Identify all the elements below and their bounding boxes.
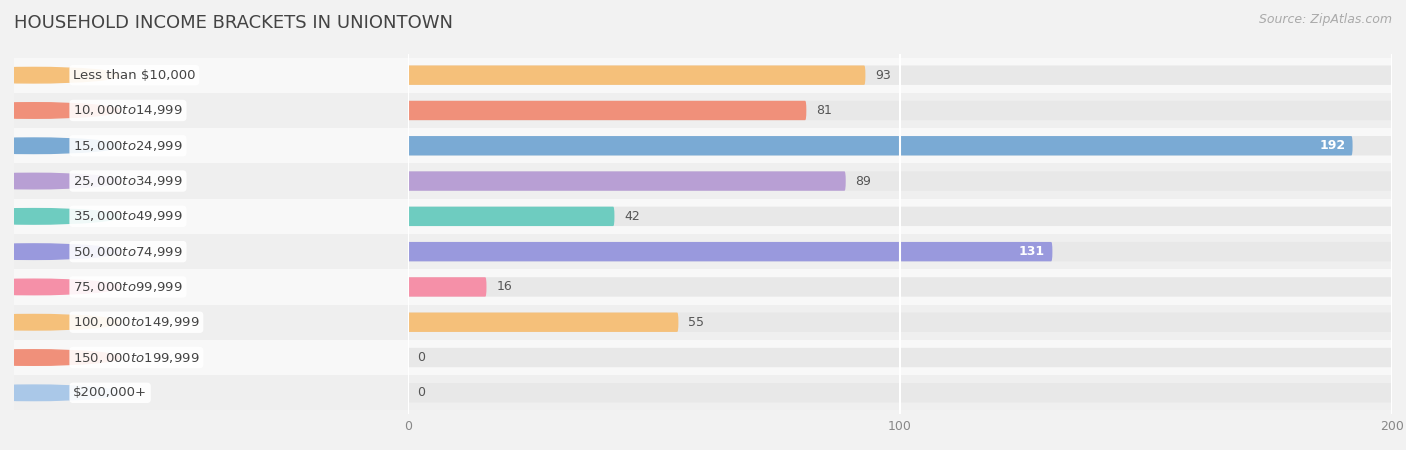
Bar [14,269,408,305]
Bar [408,234,1392,269]
FancyBboxPatch shape [408,207,614,226]
Text: $10,000 to $14,999: $10,000 to $14,999 [73,104,183,117]
Circle shape [0,173,121,189]
Bar [14,375,408,410]
Text: $100,000 to $149,999: $100,000 to $149,999 [73,315,200,329]
FancyBboxPatch shape [408,277,486,297]
Bar [14,305,408,340]
FancyBboxPatch shape [408,383,1392,403]
Text: 55: 55 [689,316,704,329]
Text: $15,000 to $24,999: $15,000 to $24,999 [73,139,183,153]
FancyBboxPatch shape [408,171,1392,191]
FancyBboxPatch shape [408,242,1392,261]
Circle shape [0,279,121,295]
Circle shape [0,209,121,224]
Text: 131: 131 [1019,245,1045,258]
Bar [408,93,1392,128]
Text: HOUSEHOLD INCOME BRACKETS IN UNIONTOWN: HOUSEHOLD INCOME BRACKETS IN UNIONTOWN [14,14,453,32]
Circle shape [0,385,121,400]
Bar [14,340,408,375]
Text: 42: 42 [624,210,640,223]
Text: $75,000 to $99,999: $75,000 to $99,999 [73,280,183,294]
FancyBboxPatch shape [408,207,1392,226]
Bar [14,58,408,93]
FancyBboxPatch shape [408,101,806,120]
Bar [14,199,408,234]
FancyBboxPatch shape [408,313,678,332]
Text: $200,000+: $200,000+ [73,386,148,399]
Text: $150,000 to $199,999: $150,000 to $199,999 [73,351,200,364]
FancyBboxPatch shape [408,348,1392,367]
Circle shape [0,103,121,118]
Text: Source: ZipAtlas.com: Source: ZipAtlas.com [1258,14,1392,27]
Bar [14,128,408,163]
Circle shape [0,244,121,259]
Text: $50,000 to $74,999: $50,000 to $74,999 [73,245,183,259]
Circle shape [0,138,121,153]
FancyBboxPatch shape [408,277,1392,297]
Circle shape [0,350,121,365]
Bar [408,58,1392,93]
FancyBboxPatch shape [408,171,846,191]
Text: 0: 0 [418,386,426,399]
Bar [408,375,1392,410]
Text: $35,000 to $49,999: $35,000 to $49,999 [73,209,183,223]
Text: $25,000 to $34,999: $25,000 to $34,999 [73,174,183,188]
Text: 192: 192 [1319,139,1346,152]
FancyBboxPatch shape [408,65,866,85]
Bar [408,269,1392,305]
Text: 93: 93 [875,69,891,82]
FancyBboxPatch shape [408,136,1353,155]
Text: 0: 0 [418,351,426,364]
Text: 16: 16 [496,280,512,293]
Circle shape [0,315,121,330]
FancyBboxPatch shape [408,136,1392,155]
Bar [408,340,1392,375]
Bar [14,234,408,269]
Bar [408,163,1392,199]
FancyBboxPatch shape [408,242,1052,261]
FancyBboxPatch shape [408,101,1392,120]
Bar [14,93,408,128]
Bar [14,163,408,199]
FancyBboxPatch shape [408,313,1392,332]
Circle shape [0,68,121,83]
Text: Less than $10,000: Less than $10,000 [73,69,195,82]
Bar [408,199,1392,234]
Bar [408,128,1392,163]
Bar [408,305,1392,340]
Text: 89: 89 [855,175,872,188]
Text: 81: 81 [815,104,832,117]
FancyBboxPatch shape [408,65,1392,85]
